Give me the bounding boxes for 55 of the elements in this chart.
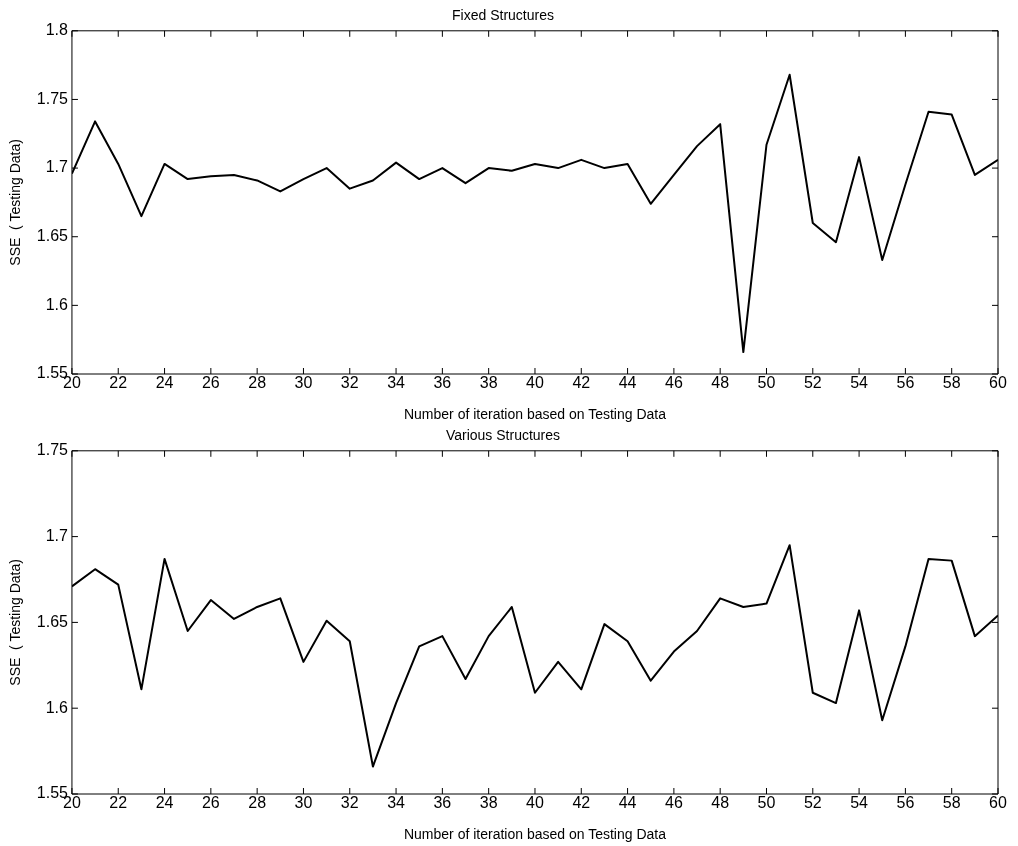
x-tick-label: 40 [526,374,544,392]
x-tick-label: 50 [757,374,776,392]
x-tick-label: 44 [618,794,637,812]
x-tick-label: 54 [850,374,869,392]
x-tick-label: 50 [757,794,776,812]
y-tick-label: 1.7 [45,527,69,545]
x-tick-label: 44 [618,374,637,392]
y-tick-label: 1.65 [36,612,69,630]
x-tick-label: 56 [896,374,915,392]
x-tick-label: 48 [711,374,730,392]
x-tick-label: 42 [572,794,591,812]
y-tick-label: 1.8 [45,21,69,39]
chart-title: Various Structures [445,427,561,444]
x-tick-label: 58 [942,374,961,392]
x-tick-label: 40 [526,794,544,812]
x-tick-label: 22 [109,374,128,392]
x-tick-label: 34 [387,794,406,812]
x-tick-label: 38 [479,374,498,392]
x-tick-label: 24 [155,794,174,812]
y-tick-label: 1.6 [45,295,69,313]
y-tick-label: 1.6 [45,698,69,716]
y-tick-label: 1.75 [36,89,69,107]
x-tick-label: 30 [294,794,313,812]
x-axis-title: Number of iteration based on Testing Data [403,406,667,423]
y-tick-label: 1.65 [36,227,69,245]
x-tick-label: 28 [248,374,267,392]
x-tick-label: 22 [109,794,128,812]
x-tick-label: 60 [989,794,1007,812]
x-tick-label: 36 [433,794,452,812]
x-tick-label: 42 [572,374,591,392]
x-tick-label: 24 [155,374,174,392]
y-tick-label: 1.75 [36,441,69,459]
x-tick-label: 56 [896,794,915,812]
x-tick-label: 32 [340,374,359,392]
x-tick-label: 36 [433,374,452,392]
x-tick-label: 26 [201,794,220,812]
x-tick-label: 46 [664,374,683,392]
x-tick-label: 26 [201,374,220,392]
y-axis-title: SSE ( Testing Data) [7,559,24,686]
x-tick-label: 38 [479,794,498,812]
x-tick-label: 48 [711,794,730,812]
x-tick-label: 28 [248,794,267,812]
x-tick-label: 60 [989,374,1007,392]
x-tick-label: 30 [294,374,313,392]
y-tick-label: 1.7 [45,158,69,176]
x-tick-label: 52 [803,794,822,812]
x-tick-label: 52 [803,374,822,392]
chart-title: Fixed Structures [452,7,554,24]
x-tick-label: 32 [340,794,359,812]
x-tick-label: 58 [942,794,961,812]
x-axis-title: Number of iteration based on Testing Data [403,826,667,843]
x-tick-label: 54 [850,794,869,812]
x-tick-label: 46 [664,794,683,812]
x-tick-label: 34 [387,374,406,392]
y-axis-title: SSE ( Testing Data) [7,139,24,266]
